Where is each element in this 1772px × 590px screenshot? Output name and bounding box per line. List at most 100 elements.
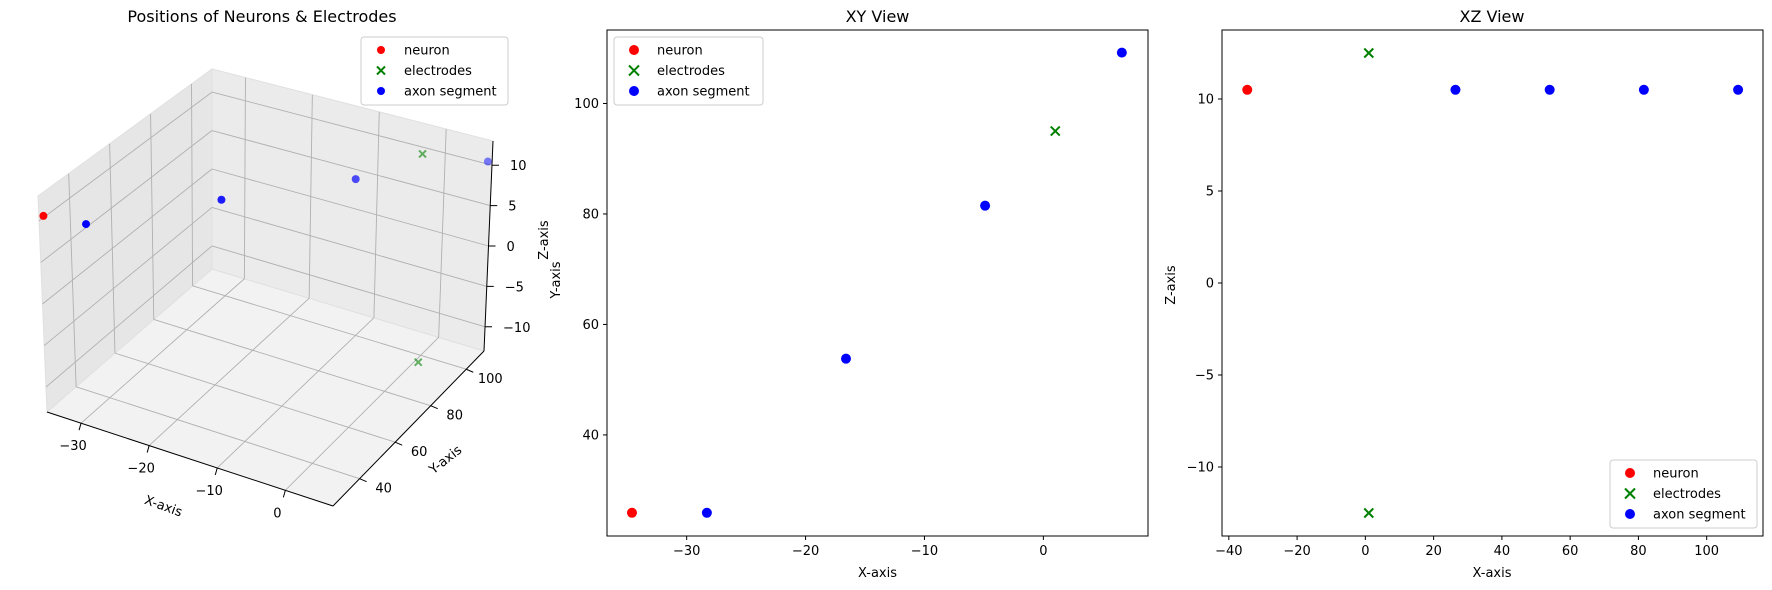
grid-line	[153, 319, 431, 407]
chart-xy-view: XY View −30 −20 −10 0 40 60 80 100 X-axis Y-axi…	[549, 7, 1149, 581]
legend-marker	[377, 46, 385, 54]
grid-line	[211, 130, 491, 207]
axis-line	[332, 350, 485, 507]
legend-marker-stroke	[1624, 487, 1636, 500]
grid-line	[285, 337, 439, 491]
grid-line	[40, 130, 213, 263]
grid-line	[148, 297, 310, 446]
data-point	[483, 157, 492, 166]
chart-title: XZ View	[1460, 7, 1525, 26]
y-tick-label: 5	[1206, 185, 1214, 200]
legend-frame	[613, 36, 764, 106]
y-tick	[394, 441, 403, 446]
tick-label: −30	[59, 439, 86, 454]
legend-frame	[1609, 459, 1758, 529]
legend-label: axon segment	[657, 85, 750, 100]
z-axis-label: Z-axis	[537, 220, 552, 260]
grid-line	[216, 317, 375, 469]
x-tick-label: −10	[911, 544, 938, 559]
tick-label: 0	[273, 506, 281, 521]
x-tick	[214, 467, 218, 476]
y-tick-label: 0	[1206, 277, 1214, 292]
legend-marker	[629, 86, 639, 96]
plot-area-3d: −30 −20 −10 0 40 60 80 100 −10 −5 0 5 10	[37, 68, 530, 521]
data-point	[1638, 84, 1649, 95]
data-point	[1450, 84, 1461, 95]
legend-marker	[1624, 487, 1636, 500]
y-tick-label: 40	[582, 428, 599, 443]
y-tick	[359, 478, 367, 483]
grid-line	[45, 245, 213, 388]
tick-label: 40	[375, 482, 392, 497]
legend-label: electrodes	[1653, 487, 1721, 502]
side-pane	[37, 68, 213, 414]
plot-area-xz: −40 −20 0 20 40 60 80 100 −10 −5 0 5 10	[1187, 29, 1764, 559]
legend-label: electrodes	[657, 64, 725, 79]
grid-line	[192, 285, 467, 370]
legend: neuron electrodes axon segment	[613, 36, 764, 106]
legend-marker	[629, 45, 639, 55]
legend: neuron electrodes axon segment	[1609, 459, 1758, 529]
x-tick-label: 0	[1361, 544, 1369, 559]
x-axis-label: X-axis	[142, 493, 184, 521]
x-tick-label: 20	[1425, 544, 1442, 559]
x-axis-label: X-axis	[858, 566, 897, 581]
legend-label: electrodes	[404, 64, 472, 79]
data-point	[1050, 125, 1061, 137]
legend-marker	[376, 65, 386, 76]
legend-marker-stroke	[628, 64, 640, 77]
legend-label: neuron	[657, 44, 703, 59]
data-point	[1116, 47, 1127, 58]
legend-marker	[628, 64, 640, 77]
x-tick-label: −20	[1283, 544, 1310, 559]
chart-title: Positions of Neurons & Electrodes	[127, 7, 396, 26]
data-point	[82, 220, 91, 229]
y-axis-label: Y-axis	[549, 261, 564, 299]
y-tick-label: −5	[1195, 369, 1214, 384]
grid-line	[211, 91, 493, 166]
data-point	[840, 353, 851, 364]
x-axis-label: X-axis	[1473, 566, 1512, 581]
grid-line	[38, 91, 213, 222]
y-tick-label: 10	[1197, 93, 1214, 108]
x-tick-label: 60	[1562, 544, 1579, 559]
grid-line	[211, 245, 486, 328]
grid-line	[114, 352, 396, 443]
data-point	[701, 507, 712, 518]
data-point	[217, 195, 226, 204]
data-point	[980, 200, 991, 211]
legend-label: axon segment	[1653, 508, 1746, 523]
x-tick-label: 40	[1494, 544, 1511, 559]
x-tick	[146, 445, 150, 453]
data-point	[1363, 507, 1374, 519]
tick-label: −10	[196, 484, 223, 499]
y-tick	[466, 368, 474, 373]
grid-line	[75, 386, 360, 480]
tick-label: 100	[478, 372, 503, 387]
data-point-stroke	[1050, 125, 1061, 137]
y-tick-label: 100	[574, 97, 599, 112]
data-point-stroke	[1363, 47, 1374, 59]
y-tick-label: 60	[582, 318, 599, 333]
grid-line	[211, 168, 489, 247]
data-point	[1242, 84, 1253, 95]
tick-label: −20	[127, 462, 154, 477]
y-tick-label: −10	[1187, 461, 1214, 476]
x-tick-label: −30	[673, 544, 700, 559]
data-point	[414, 357, 423, 367]
legend: neuron electrodes axon segment	[360, 36, 509, 106]
data-point	[1544, 84, 1555, 95]
tick-label: 80	[446, 409, 463, 424]
y-axis-label: Y-axis	[426, 443, 465, 478]
y-tick-label: 80	[582, 207, 599, 222]
tick-label: 5	[508, 200, 516, 215]
y-axis-label: Z-axis	[1164, 265, 1179, 305]
legend-marker	[377, 87, 385, 95]
tick-label: 10	[510, 159, 527, 174]
data-point-stroke	[414, 357, 423, 367]
grid-line	[80, 278, 245, 424]
x-tick-label: 0	[1039, 544, 1047, 559]
data-point	[626, 507, 637, 518]
data-point	[351, 175, 360, 184]
